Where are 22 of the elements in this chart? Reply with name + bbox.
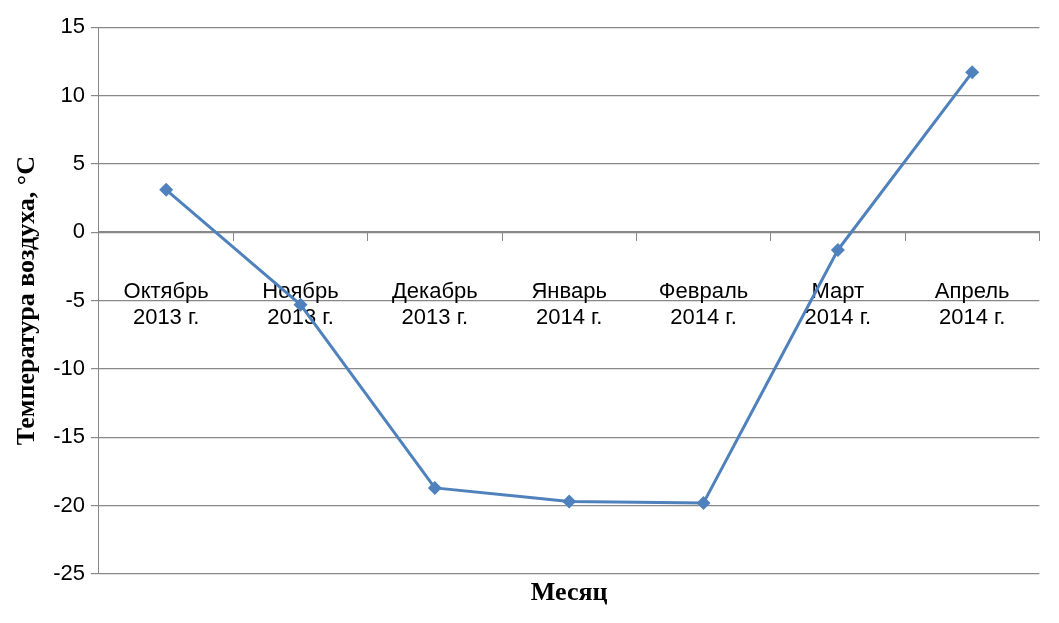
y-tick-label: 10	[60, 81, 85, 107]
x-tick-label: Январь 2014 г.	[531, 277, 607, 329]
point	[427, 480, 442, 495]
point	[965, 65, 980, 80]
y-tick-label: 15	[60, 13, 85, 39]
x-tick-label: Апрель 2014 г.	[934, 277, 1010, 329]
y-tick-label: -25	[53, 560, 85, 586]
y-tick-label: -10	[53, 355, 85, 381]
x-tick-label: Октябрь 2013 г.	[123, 277, 209, 329]
y-tick-label: -20	[53, 491, 85, 517]
point	[562, 494, 577, 509]
point	[830, 243, 845, 258]
x-axis-title: Месяц	[530, 576, 608, 606]
y-tick-label: 5	[72, 149, 85, 175]
y-tick-label: -15	[53, 423, 85, 449]
y-tick-label: 0	[72, 218, 85, 244]
y-axis-title: Температура воздуха, °C	[11, 156, 41, 446]
x-tick-label: Декабрь 2013 г.	[391, 277, 478, 329]
x-tick-label: Февраль 2014 г.	[658, 277, 749, 329]
point	[159, 182, 174, 197]
y-tick-label: -5	[65, 286, 85, 312]
point	[696, 495, 711, 510]
